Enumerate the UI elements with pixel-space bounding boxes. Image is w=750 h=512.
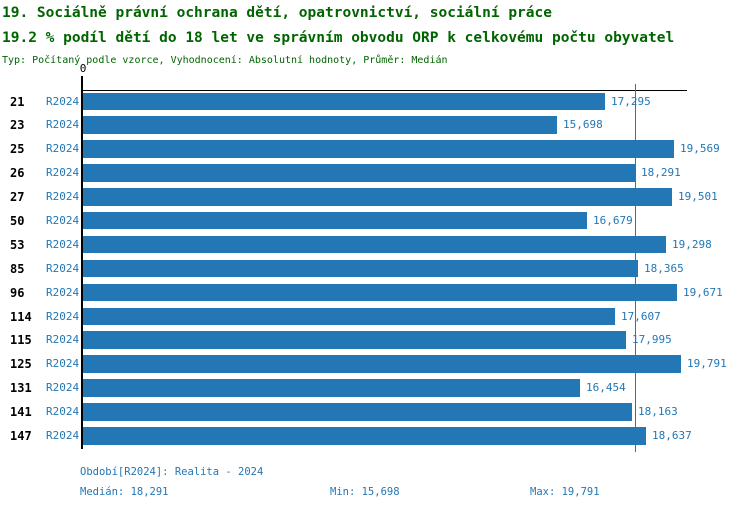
bar <box>83 379 580 397</box>
report-title: 19. Sociálně právní ochrana dětí, opatro… <box>2 5 552 21</box>
row-period-label: R2024 <box>46 429 80 442</box>
bar <box>83 92 605 110</box>
chart-row: 125 R2024 19,791 <box>0 355 750 373</box>
chart-row: 131 R2024 16,454 <box>0 379 750 397</box>
bar-value-label: 17,995 <box>632 333 672 347</box>
bar-value-label: 17,607 <box>621 309 661 323</box>
chart-row: 115 R2024 17,995 <box>0 331 750 349</box>
bar-value-label: 18,163 <box>638 405 678 419</box>
indicator-subtitle: 19.2 % podíl dětí do 18 let ve správním … <box>2 30 675 46</box>
chart-row: 27 R2024 19,501 <box>0 188 750 206</box>
bar-value-label: 19,298 <box>672 237 712 251</box>
bar-value-label: 19,569 <box>680 142 720 156</box>
bar <box>83 235 666 254</box>
row-period-label: R2024 <box>46 261 80 275</box>
chart-row: 21 R2024 17,295 <box>0 92 750 111</box>
row-period-label: R2024 <box>46 94 80 108</box>
bar-value-label: 18,365 <box>644 261 684 275</box>
bar <box>83 164 635 182</box>
row-category-label: 26 <box>10 166 25 181</box>
row-category-label: 147 <box>10 429 32 443</box>
row-period-label: R2024 <box>46 285 80 299</box>
footer-median-text: Medián: 18,291 <box>80 486 169 498</box>
x-axis-origin-tick <box>81 76 83 90</box>
row-period-label: R2024 <box>46 190 80 204</box>
bar-value-label: 17,295 <box>611 94 651 108</box>
row-category-label: 23 <box>10 118 25 133</box>
row-category-label: 21 <box>10 94 25 109</box>
footer-max-text: Max: 19,791 <box>530 486 600 498</box>
row-category-label: 50 <box>10 213 25 228</box>
bar <box>83 283 677 302</box>
row-period-label: R2024 <box>46 333 80 347</box>
bar-value-label: 16,679 <box>593 213 633 227</box>
bar-value-label: 18,637 <box>652 429 692 442</box>
chart-row: 147 R2024 18,637 <box>0 427 750 445</box>
footer-min-text: Min: 15,698 <box>330 486 400 498</box>
row-period-label: R2024 <box>46 357 80 371</box>
row-category-label: 131 <box>10 381 32 396</box>
row-category-label: 114 <box>10 309 32 324</box>
bar-value-label: 19,501 <box>678 190 718 204</box>
bar <box>83 307 615 325</box>
bar <box>83 355 681 373</box>
bar <box>83 188 672 206</box>
row-period-label: R2024 <box>46 381 80 395</box>
bar-value-label: 19,671 <box>683 285 723 299</box>
row-period-label: R2024 <box>46 237 80 251</box>
bar <box>83 427 646 445</box>
chart-row: 85 R2024 18,365 <box>0 259 750 278</box>
bar-value-label: 19,791 <box>687 357 727 371</box>
row-period-label: R2024 <box>46 309 80 323</box>
row-period-label: R2024 <box>46 213 80 227</box>
plot-top-border <box>82 90 687 91</box>
row-category-label: 115 <box>10 333 32 348</box>
row-category-label: 125 <box>10 357 32 372</box>
bar-value-label: 15,698 <box>563 118 603 132</box>
chart-row: 23 R2024 15,698 <box>0 116 750 134</box>
row-category-label: 96 <box>10 285 25 300</box>
row-period-label: R2024 <box>46 166 80 180</box>
footer-period-text: Období[R2024]: Realita - 2024 <box>80 466 264 478</box>
row-category-label: 53 <box>10 237 25 252</box>
row-period-label: R2024 <box>46 405 80 419</box>
bar <box>83 259 638 278</box>
row-category-label: 85 <box>10 261 25 276</box>
bar <box>83 140 674 158</box>
chart-row: 114 R2024 17,607 <box>0 307 750 326</box>
bar <box>83 331 626 349</box>
row-category-label: 25 <box>10 142 25 157</box>
row-category-label: 141 <box>10 405 32 420</box>
y-axis-line <box>81 90 83 449</box>
chart-row: 53 R2024 19,298 <box>0 235 750 254</box>
bar-value-label: 16,454 <box>586 381 626 395</box>
bar <box>83 403 632 421</box>
row-period-label: R2024 <box>46 118 80 132</box>
bar <box>83 211 587 230</box>
chart-row: 50 R2024 16,679 <box>0 211 750 230</box>
bar-value-label: 18,291 <box>641 166 681 180</box>
chart-row: 26 R2024 18,291 <box>0 164 750 182</box>
chart-row: 25 R2024 19,569 <box>0 140 750 158</box>
chart-row: 141 R2024 18,163 <box>0 403 750 421</box>
chart-row: 96 R2024 19,671 <box>0 283 750 302</box>
row-period-label: R2024 <box>46 142 80 156</box>
bar <box>83 116 557 134</box>
indicator-meta-info: Typ: Počítaný podle vzorce, Vyhodnocení:… <box>2 55 448 66</box>
row-category-label: 27 <box>10 190 25 205</box>
x-axis-origin-label: 0 <box>79 62 87 75</box>
